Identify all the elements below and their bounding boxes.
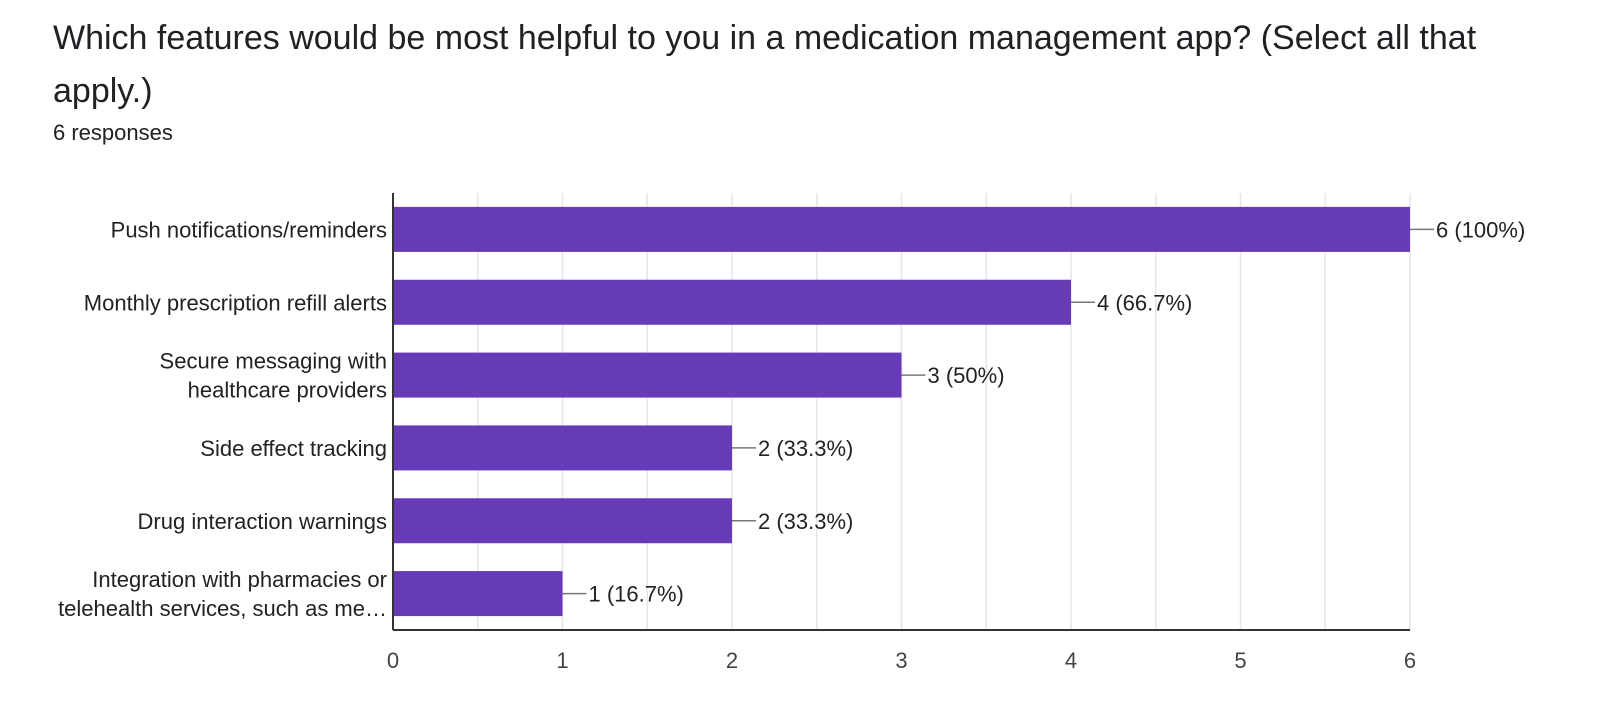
data-label: 2 (33.3%) [758, 436, 853, 461]
data-label: 1 (16.7%) [589, 582, 684, 607]
x-tick-label: 5 [1234, 648, 1246, 673]
bar [393, 571, 563, 617]
data-label: 2 (33.3%) [758, 509, 853, 534]
category-label: Secure messaging with [160, 349, 387, 374]
bar [393, 206, 1410, 252]
data-label: 6 (100%) [1436, 217, 1525, 242]
x-tick-label: 2 [726, 648, 738, 673]
category-label: telehealth services, such as me… [58, 596, 387, 621]
grid-lines [477, 193, 1411, 630]
category-label: Push notifications/reminders [111, 217, 387, 242]
labels: 0 1 2 3 4 5 6 6 (100%) Push notifications/remind… [58, 217, 1525, 673]
x-tick-label: 3 [895, 648, 907, 673]
x-tick-label: 4 [1065, 648, 1077, 673]
axes [392, 193, 1410, 631]
bars [393, 206, 1410, 617]
bar [393, 279, 1071, 325]
bar [393, 425, 732, 471]
question-title: Which features would be most helpful to … [53, 19, 1477, 110]
category-label: Drug interaction warnings [138, 509, 387, 534]
category-label: Monthly prescription refill alerts [84, 290, 387, 315]
response-count: 6 responses [53, 120, 173, 145]
x-tick-label: 1 [556, 648, 568, 673]
bar [393, 498, 732, 544]
x-tick-label: 6 [1404, 648, 1416, 673]
category-label: healthcare providers [188, 378, 387, 403]
data-label: 3 (50%) [928, 363, 1005, 388]
bar [393, 352, 902, 398]
category-label: Side effect tracking [200, 436, 387, 461]
data-label: 4 (66.7%) [1097, 290, 1192, 315]
x-tick-label: 0 [387, 648, 399, 673]
category-label: Integration with pharmacies or [92, 567, 387, 592]
